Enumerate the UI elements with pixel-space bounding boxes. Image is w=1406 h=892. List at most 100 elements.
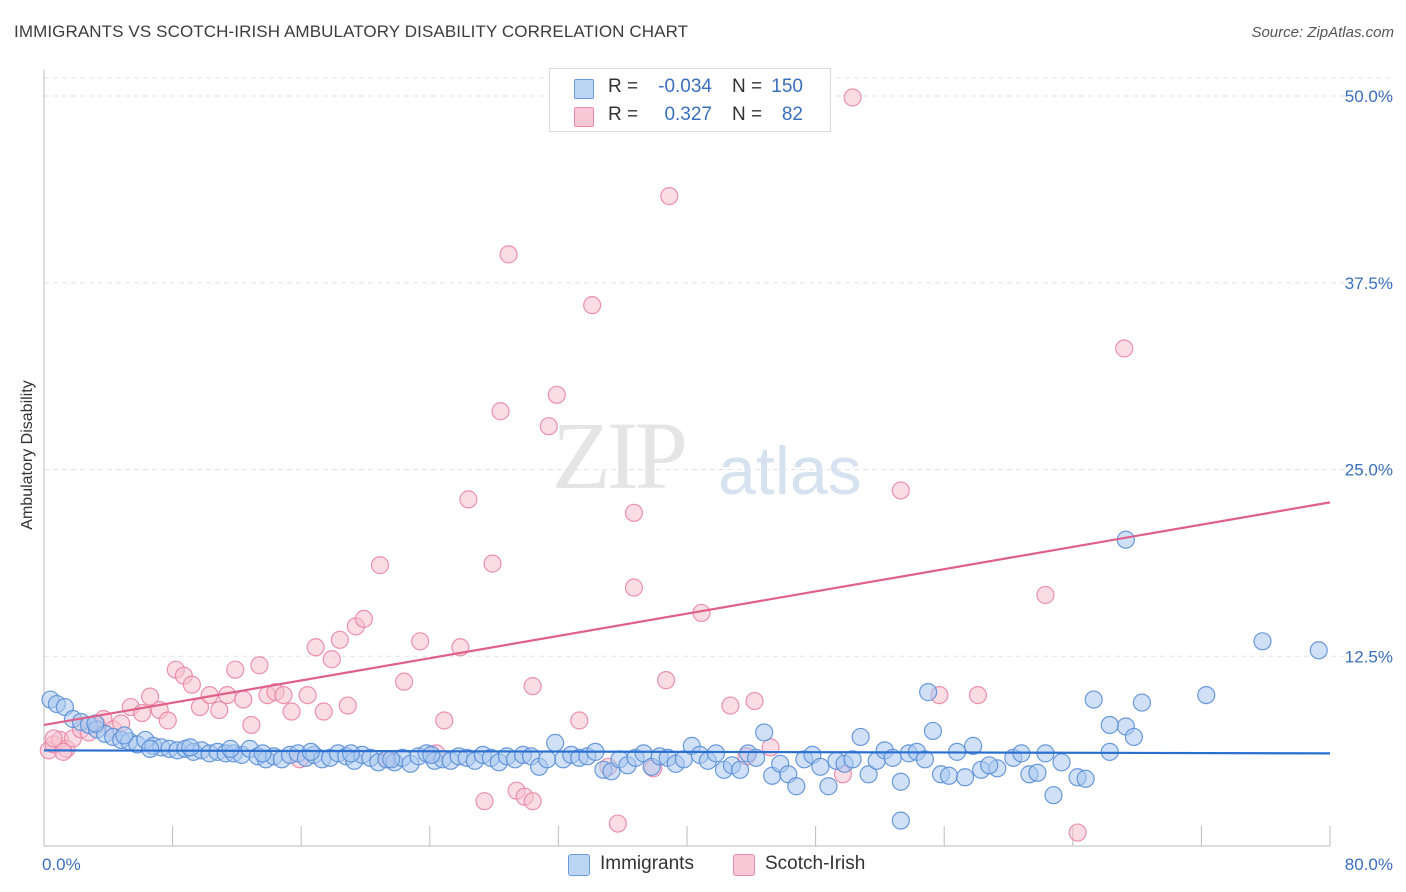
scotch-irish-point xyxy=(306,638,325,657)
scotch-irish-legend-label: Scotch-Irish xyxy=(765,853,866,874)
scotch-irish-point xyxy=(435,711,454,730)
scotch-irish-point xyxy=(234,690,253,709)
immigrants-point xyxy=(1028,763,1047,782)
immigrants-point xyxy=(706,744,726,763)
immigrants-point xyxy=(891,811,910,830)
scotch-irish-point xyxy=(210,700,229,720)
scotch-irish-point xyxy=(1115,339,1134,358)
scotch-irish-point xyxy=(330,630,349,649)
immigrants-point xyxy=(546,733,565,753)
immigrants-point xyxy=(341,744,361,763)
immigrants-point xyxy=(787,777,806,796)
scotch-irish-point xyxy=(499,245,518,264)
legend-r-label: R = xyxy=(608,104,639,125)
scotch-irish-point xyxy=(274,685,293,705)
scotch-irish-point xyxy=(54,742,73,761)
immigrants-point xyxy=(955,768,975,787)
scotch-irish-point xyxy=(745,691,764,711)
immigrants-point xyxy=(964,736,983,755)
scotch-irish-point xyxy=(657,671,676,690)
scotch-irish-swatch xyxy=(574,107,594,127)
scotch-irish-point xyxy=(583,296,602,315)
immigrants-legend-label: Immigrants xyxy=(600,853,694,874)
scotch-irish-point xyxy=(608,814,627,833)
x-tick-label: 80.0% xyxy=(1345,855,1393,874)
scotch-irish-point xyxy=(1068,823,1087,842)
scotch-irish-point xyxy=(570,711,589,730)
legend-r-label: R = xyxy=(608,76,639,97)
legend-n-value-immigrants: 150 xyxy=(771,76,803,97)
immigrants-point xyxy=(747,748,766,767)
immigrants-point xyxy=(1076,769,1095,788)
scotch-irish-point xyxy=(354,609,373,629)
immigrants-point xyxy=(181,738,200,757)
scotch-irish-point xyxy=(475,792,494,811)
chart-title: IMMIGRANTS VS SCOTCH-IRISH AMBULATORY DI… xyxy=(14,22,689,41)
scotch-irish-point xyxy=(483,554,502,573)
scotch-irish-point xyxy=(370,556,390,575)
y-tick-label: 25.0% xyxy=(1345,461,1393,480)
immigrants-point xyxy=(1253,632,1272,651)
scotch-irish-point xyxy=(1036,585,1055,605)
legend-n-label: N = xyxy=(732,76,763,97)
immigrants-legend-swatch xyxy=(568,854,590,876)
scotch-irish-point xyxy=(394,672,414,691)
immigrants-point xyxy=(140,739,160,758)
legend-row-immigrants: R = -0.034 N = 150 xyxy=(550,73,830,101)
immigrants-point xyxy=(939,766,959,785)
scotch-irish-legend-swatch xyxy=(733,854,755,876)
scotch-irish-point xyxy=(539,417,558,436)
immigrants-point xyxy=(1197,685,1216,705)
immigrants-point xyxy=(1044,786,1063,805)
immigrants-point xyxy=(923,721,943,741)
immigrants-point xyxy=(1132,693,1152,712)
immigrants-point xyxy=(422,745,441,764)
scotch-irish-point xyxy=(140,687,160,706)
immigrants-point xyxy=(1124,727,1143,747)
legend-r-value-scotch-irish: 0.327 xyxy=(664,104,712,125)
scotch-irish-point xyxy=(411,632,430,651)
immigrants-point xyxy=(915,750,935,769)
immigrants-point xyxy=(1309,641,1328,660)
source-label[interactable]: Source: ZipAtlas.com xyxy=(1251,24,1394,41)
scotch-irish-point xyxy=(158,711,177,730)
immigrants-swatch xyxy=(574,79,594,99)
x-tick-label: 0.0% xyxy=(42,855,81,874)
scotch-irish-point xyxy=(624,578,644,597)
immigrants-point xyxy=(843,750,862,769)
immigrants-point xyxy=(859,765,878,784)
scotch-irish-point xyxy=(282,702,301,721)
scotch-irish-point xyxy=(891,481,910,500)
scotch-irish-point xyxy=(459,490,478,509)
immigrants-point xyxy=(253,744,272,763)
correlation-legend: R = -0.034 N = 150 R = 0.327 N = 82 xyxy=(549,68,831,132)
scotch-irish-point xyxy=(338,696,357,715)
scotch-irish-point xyxy=(182,675,201,694)
scotch-irish-point xyxy=(298,685,317,705)
immigrants-point xyxy=(851,727,870,747)
scotch-irish-point xyxy=(44,729,63,748)
scotch-irish-point xyxy=(226,660,245,679)
scotch-irish-point xyxy=(968,685,988,705)
scotch-irish-point xyxy=(242,715,261,735)
immigrants-point xyxy=(755,723,774,742)
scotch-irish-point xyxy=(250,656,269,675)
watermark-zip: ZIP xyxy=(552,402,688,509)
immigrants-point xyxy=(919,683,938,702)
scotch-irish-point xyxy=(491,402,510,421)
immigrants-point xyxy=(221,739,240,758)
scotch-irish-point xyxy=(721,696,740,715)
immigrants-point xyxy=(1052,753,1071,772)
immigrants-point xyxy=(891,772,910,791)
y-tick-label: 37.5% xyxy=(1345,274,1393,293)
scotch-irish-point xyxy=(547,385,566,404)
watermark-atlas: atlas xyxy=(718,433,862,509)
legend-row-scotch-irish: R = 0.327 N = 82 xyxy=(550,101,830,129)
immigrants-point xyxy=(811,757,830,776)
scotch-irish-trend-line xyxy=(43,501,1331,727)
y-tick-label: 50.0% xyxy=(1345,87,1393,106)
legend-n-label: N = xyxy=(732,104,763,125)
legend-n-value-scotch-irish: 82 xyxy=(781,104,803,125)
scotch-irish-point xyxy=(322,650,341,669)
